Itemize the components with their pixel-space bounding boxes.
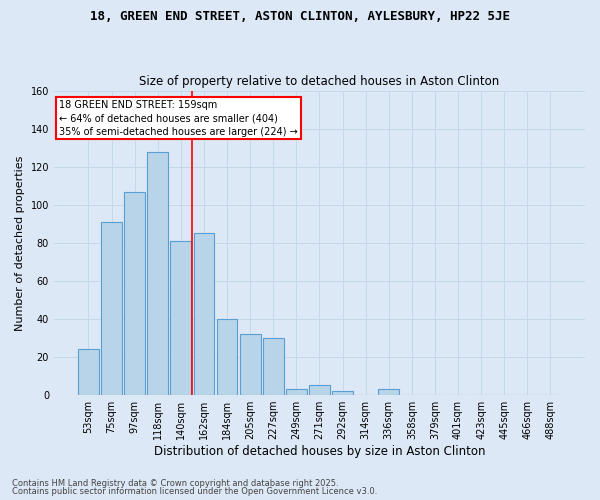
Bar [217, 318, 238, 394]
Text: 18, GREEN END STREET, ASTON CLINTON, AYLESBURY, HP22 5JE: 18, GREEN END STREET, ASTON CLINTON, AYL… [90, 10, 510, 23]
Bar [124, 192, 145, 394]
Y-axis label: Number of detached properties: Number of detached properties [15, 155, 25, 330]
Text: Contains HM Land Registry data © Crown copyright and database right 2025.: Contains HM Land Registry data © Crown c… [12, 478, 338, 488]
Title: Size of property relative to detached houses in Aston Clinton: Size of property relative to detached ho… [139, 76, 500, 88]
Bar [263, 338, 284, 394]
Bar [194, 234, 214, 394]
Bar [240, 334, 260, 394]
Bar [148, 152, 168, 394]
Bar [78, 349, 99, 395]
Bar [379, 389, 399, 394]
Text: Contains public sector information licensed under the Open Government Licence v3: Contains public sector information licen… [12, 487, 377, 496]
Bar [286, 389, 307, 394]
Bar [309, 385, 330, 394]
Bar [170, 241, 191, 394]
Bar [101, 222, 122, 394]
Text: 18 GREEN END STREET: 159sqm
← 64% of detached houses are smaller (404)
35% of se: 18 GREEN END STREET: 159sqm ← 64% of det… [59, 100, 298, 136]
Bar [332, 391, 353, 394]
X-axis label: Distribution of detached houses by size in Aston Clinton: Distribution of detached houses by size … [154, 444, 485, 458]
